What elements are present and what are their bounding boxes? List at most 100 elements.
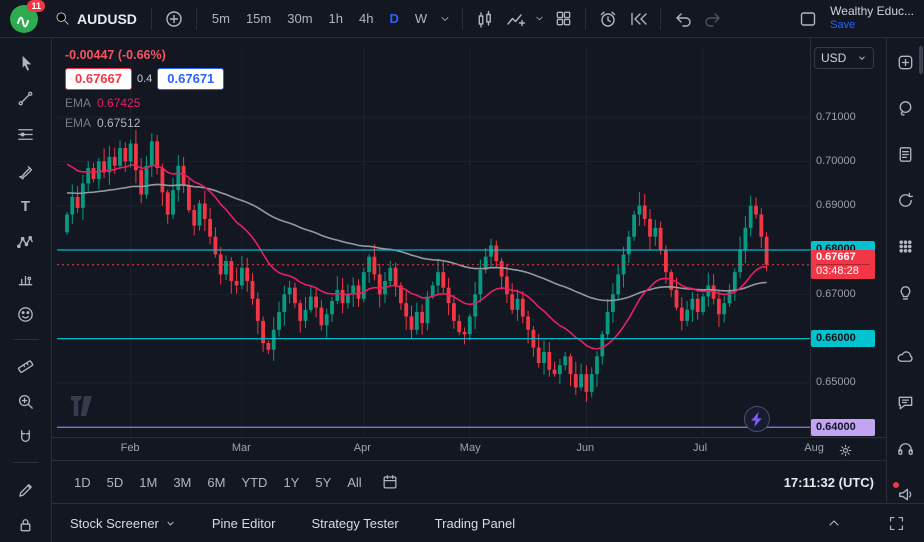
range-6m[interactable]: 6M (199, 471, 233, 494)
magnet-tool-button[interactable] (12, 423, 40, 451)
chart-pane[interactable]: -0.00447 (-0.66%) 0.67667 0.4 0.67671 EM… (52, 38, 810, 437)
bar-replay-button[interactable] (624, 5, 652, 33)
smiley-icon (16, 305, 35, 324)
alert-button[interactable] (594, 5, 622, 33)
bottom-panel-tabs: Stock Screener Pine Editor Strategy Test… (52, 503, 924, 542)
month-label-Mar: Mar (232, 442, 251, 454)
tab-trading-panel[interactable]: Trading Panel (435, 516, 515, 531)
tab-label: Strategy Tester (311, 516, 398, 531)
pattern-tool-button[interactable] (12, 228, 40, 256)
tab-label: Trading Panel (435, 516, 515, 531)
chat-panel-button[interactable] (892, 388, 920, 416)
timeframe-1w[interactable]: W (408, 8, 434, 29)
lasso-icon (896, 99, 915, 118)
timeframe-15m[interactable]: 15m (239, 8, 278, 29)
price-label-0.64000: 0.64000 (811, 419, 875, 436)
brush-tool-button[interactable] (12, 156, 40, 184)
chat-bubble-icon (896, 393, 915, 412)
open-panel-button[interactable] (820, 509, 848, 537)
redo-button[interactable] (699, 5, 727, 33)
chevron-down-icon (165, 518, 176, 529)
range-5d[interactable]: 5D (99, 471, 132, 494)
notification-dot (892, 481, 900, 489)
indicators-menu-button[interactable] (531, 5, 547, 33)
timeframe-1d[interactable]: D (382, 8, 405, 29)
text-tool-button[interactable]: T (12, 192, 40, 220)
cursor-tool-button[interactable] (12, 48, 40, 76)
chart-style-button[interactable] (471, 5, 499, 33)
range-3m[interactable]: 3M (165, 471, 199, 494)
month-label-Jun: Jun (576, 442, 594, 454)
support-panel-button[interactable] (892, 434, 920, 462)
timeframe-1h[interactable]: 1h (322, 8, 350, 29)
fullscreen-button[interactable] (882, 509, 910, 537)
emoji-tool-button[interactable] (12, 300, 40, 328)
price-scale[interactable]: USD 0.710000.700000.690000.680000.670000… (810, 38, 886, 437)
broker-logo[interactable]: 11 (10, 5, 38, 33)
undo-arrow-icon (673, 9, 693, 29)
layout-account[interactable]: Wealthy Educ... Save (830, 5, 914, 31)
go-to-date-button[interactable] (376, 468, 404, 496)
boost-button[interactable] (744, 406, 770, 432)
grid-layout-icon (554, 9, 573, 28)
month-label-Jul: Jul (693, 442, 707, 454)
draw-mode-button[interactable] (12, 474, 40, 502)
forecast-tool-button[interactable] (12, 264, 40, 292)
sell-button[interactable]: 0.67667 (65, 68, 132, 90)
ideas-panel-button[interactable] (892, 278, 920, 306)
tab-pine-editor[interactable]: Pine Editor (212, 516, 276, 531)
fib-lines-icon (16, 125, 35, 144)
search-icon (54, 10, 71, 27)
alerts-panel-button[interactable] (892, 94, 920, 122)
ema-fast-row[interactable]: EMA 0.67425 (65, 96, 224, 110)
trend-line-tool-button[interactable] (12, 84, 40, 112)
scale-settings-button[interactable] (835, 440, 855, 460)
measure-tool-button[interactable] (12, 351, 40, 379)
ema-fast-label: EMA (65, 96, 91, 110)
grid-layout-button[interactable] (549, 5, 577, 33)
currency-label: USD (821, 51, 846, 65)
tab-stock-screener[interactable]: Stock Screener (70, 516, 176, 531)
scrollbar-thumb[interactable] (919, 46, 923, 74)
symbol-name: AUDUSD (77, 11, 137, 27)
xabcd-pattern-icon (16, 233, 35, 252)
timeframe-4h[interactable]: 4h (352, 8, 380, 29)
tab-label: Pine Editor (212, 516, 276, 531)
calculator-panel-button[interactable] (892, 232, 920, 260)
lightning-icon (751, 412, 764, 427)
timeframe-5m[interactable]: 5m (205, 8, 237, 29)
fib-tool-button[interactable] (12, 120, 40, 148)
range-5y[interactable]: 5Y (307, 471, 339, 494)
compare-add-button[interactable] (160, 5, 188, 33)
time-scale[interactable]: FebMarAprMayJunJulAug (52, 437, 886, 460)
panel-controls (820, 509, 910, 537)
ema-slow-row[interactable]: EMA 0.67512 (65, 116, 224, 130)
zoom-tool-button[interactable] (12, 387, 40, 415)
range-1y[interactable]: 1Y (275, 471, 307, 494)
undo-button[interactable] (669, 5, 697, 33)
watchlist-add-button[interactable] (892, 48, 920, 76)
news-panel-button[interactable] (892, 140, 920, 168)
indicators-button[interactable] (501, 5, 529, 33)
livestream-panel-button[interactable] (892, 480, 920, 508)
streams-panel-button[interactable] (892, 342, 920, 370)
range-all[interactable]: All (339, 471, 369, 494)
ema-fast-value: 0.67425 (97, 96, 140, 110)
currency-toggle[interactable]: USD (814, 47, 874, 69)
symbol-search[interactable]: AUDUSD (48, 10, 143, 27)
utc-clock[interactable]: 17:11:32 (UTC) (784, 475, 874, 490)
single-layout-icon (798, 9, 818, 29)
timeframe-menu-button[interactable] (436, 5, 454, 33)
lock-drawings-button[interactable] (12, 510, 40, 538)
save-button[interactable]: Save (830, 19, 855, 32)
buy-button[interactable]: 0.67671 (157, 68, 224, 90)
divider (13, 462, 39, 463)
tab-strategy-tester[interactable]: Strategy Tester (311, 516, 398, 531)
range-1d[interactable]: 1D (66, 471, 99, 494)
hotlists-panel-button[interactable] (892, 186, 920, 214)
timeframe-30m[interactable]: 30m (280, 8, 319, 29)
range-1m[interactable]: 1M (131, 471, 165, 494)
layout-select-button[interactable] (794, 5, 822, 33)
range-ytd[interactable]: YTD (233, 471, 275, 494)
price-change: -0.00447 (-0.66%) (65, 48, 224, 62)
